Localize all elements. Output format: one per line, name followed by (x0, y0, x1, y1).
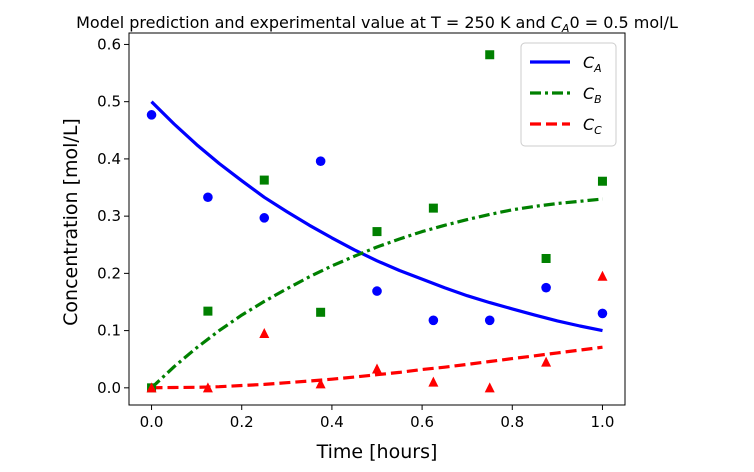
legend-label: CB (583, 84, 602, 106)
data-point-cc (541, 356, 552, 367)
data-point-cc (315, 378, 326, 389)
x-tick-label: 0.0 (140, 413, 164, 431)
data-point-ca (597, 308, 608, 319)
data-point-cc (259, 327, 270, 338)
legend-label-main: C (583, 115, 595, 134)
title-subscript: A (561, 22, 570, 35)
data-point-cc (597, 270, 608, 281)
x-axis-label: Time [hours] (316, 441, 438, 463)
data-point-cb (428, 203, 438, 213)
data-point-ca (541, 282, 551, 293)
data-point-cc (202, 382, 213, 393)
legend-label: CC (583, 115, 602, 137)
title-variable: C (551, 13, 563, 32)
y-tick-label: 0.4 (97, 150, 121, 168)
data-point-ca (315, 156, 326, 166)
y-tick-label: 0.0 (97, 379, 121, 397)
legend-label-subscript: A (593, 62, 602, 75)
legend-label: CA (583, 53, 602, 75)
x-tick-label: 0.8 (500, 413, 524, 431)
title-suffix: 0 = 0.5 mol/L (569, 13, 678, 32)
y-tick-label: 0.2 (97, 264, 121, 282)
plot-frame (128, 32, 626, 406)
series-line-cc (151, 345, 603, 390)
x-tick-label: 0.4 (320, 413, 344, 431)
x-tick-label: 1.0 (591, 413, 615, 431)
y-tick-label: 0.3 (97, 207, 121, 225)
series-line-ca (150, 100, 603, 333)
y-tick-label: 0.6 (97, 35, 121, 53)
plot-area: 0.0 0.2 0.4 0.6 0.8 1.0 0.0 0.1 0.2 0.3 0.4 0.5 0.6 (97, 32, 626, 431)
x-tick-label: 0.6 (410, 413, 434, 431)
x-tick-label: 0.2 (230, 413, 254, 431)
legend-label-main: C (583, 84, 595, 103)
data-point-cb (372, 227, 382, 237)
data-point-ca (372, 286, 382, 296)
data-point-cc (372, 363, 382, 374)
data-point-cc (146, 382, 157, 393)
data-point-ca (203, 192, 213, 203)
y-tick-label: 0.1 (97, 322, 121, 340)
data-point-ca (146, 110, 157, 120)
y-tick-label: 0.5 (97, 93, 121, 111)
chart-title: Model prediction and experimental value … (76, 13, 678, 35)
data-point-ca (428, 315, 439, 326)
data-point-cb (316, 307, 326, 317)
series-line-cb (150, 197, 603, 389)
legend-label-subscript: B (594, 93, 602, 106)
data-point-cb (541, 253, 551, 263)
data-point-cb (485, 50, 495, 60)
data-point-cb (203, 306, 213, 316)
legend-label-main: C (583, 53, 595, 72)
data-point-cc (428, 376, 439, 387)
data-point-ca (259, 213, 270, 223)
data-point-ca (484, 315, 495, 326)
data-point-cb (597, 176, 607, 186)
y-axis-label: Concentration [mol/L] (60, 118, 82, 326)
data-point-cc (484, 382, 495, 393)
data-point-cb (259, 175, 269, 185)
legend-label-subscript: C (594, 124, 602, 137)
title-prefix: Model prediction and experimental value … (76, 13, 551, 32)
